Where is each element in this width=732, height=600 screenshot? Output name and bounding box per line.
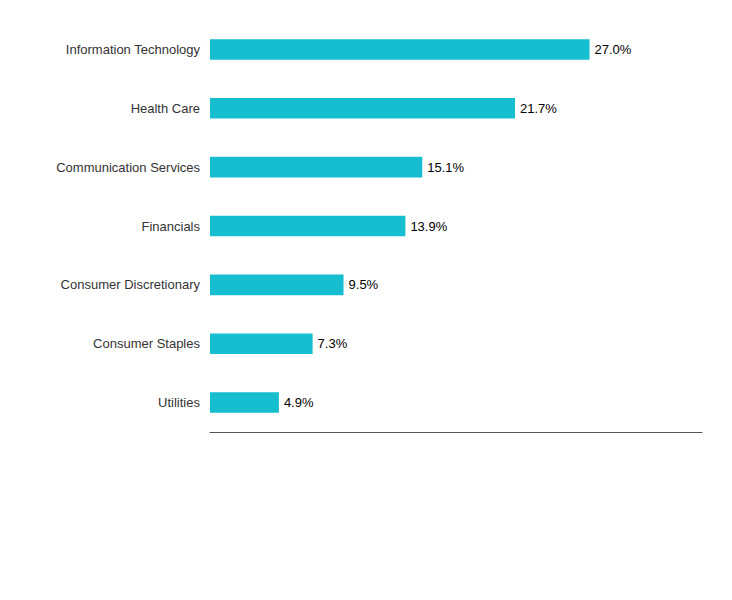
svg-text:4.9%: 4.9% (284, 395, 314, 410)
svg-text:Health Care: Health Care (131, 101, 200, 116)
svg-text:Consumer Staples: Consumer Staples (93, 336, 200, 351)
svg-text:Communication Services: Communication Services (56, 160, 200, 175)
svg-text:27.0%: 27.0% (595, 42, 632, 57)
svg-text:Utilities: Utilities (158, 395, 200, 410)
svg-text:15.1%: 15.1% (427, 160, 464, 175)
svg-text:Financials: Financials (141, 219, 200, 234)
svg-text:Consumer Discretionary: Consumer Discretionary (61, 277, 201, 292)
svg-text:9.5%: 9.5% (349, 277, 379, 292)
svg-text:13.9%: 13.9% (410, 219, 447, 234)
svg-text:7.3%: 7.3% (318, 336, 348, 351)
svg-text:21.7%: 21.7% (520, 101, 557, 116)
svg-text:Information Technology: Information Technology (66, 42, 201, 57)
